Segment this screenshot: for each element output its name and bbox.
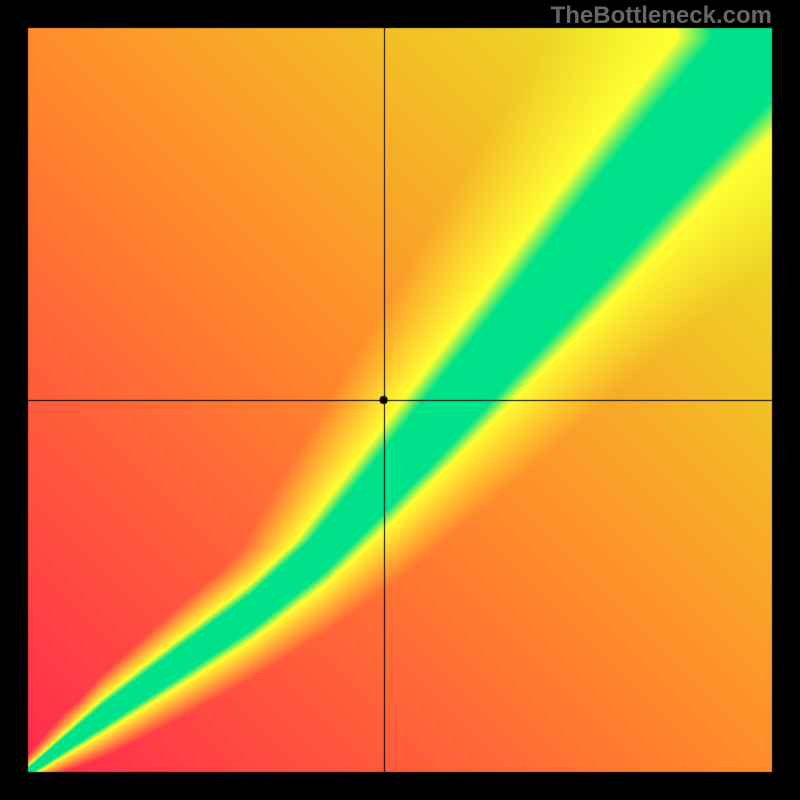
watermark-text: TheBottleneck.com (551, 2, 772, 30)
bottleneck-heatmap (0, 0, 800, 800)
